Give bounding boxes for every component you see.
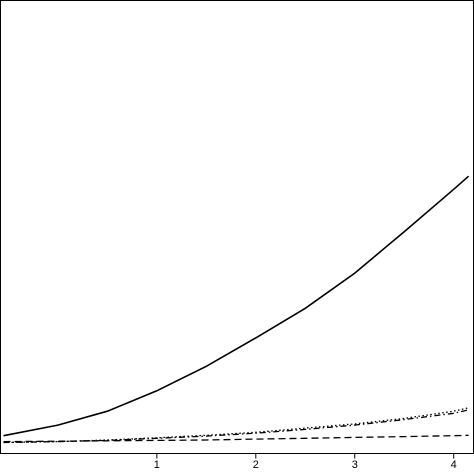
x-tick-label: 1: [154, 459, 160, 471]
x-tick-label: 2: [253, 459, 259, 471]
series-layer: [3, 175, 470, 444]
series-line-dashdot: [3, 409, 469, 444]
x-tick-label: 3: [352, 459, 358, 471]
series-line-dotted: [3, 407, 469, 444]
x-axis-ticks: 1 2 3 4: [154, 453, 457, 471]
x-tick-label: 4: [451, 459, 457, 471]
series-line-solid: [3, 175, 470, 437]
series-line-dashed: [3, 434, 469, 443]
plot-frame: [0, 0, 474, 454]
